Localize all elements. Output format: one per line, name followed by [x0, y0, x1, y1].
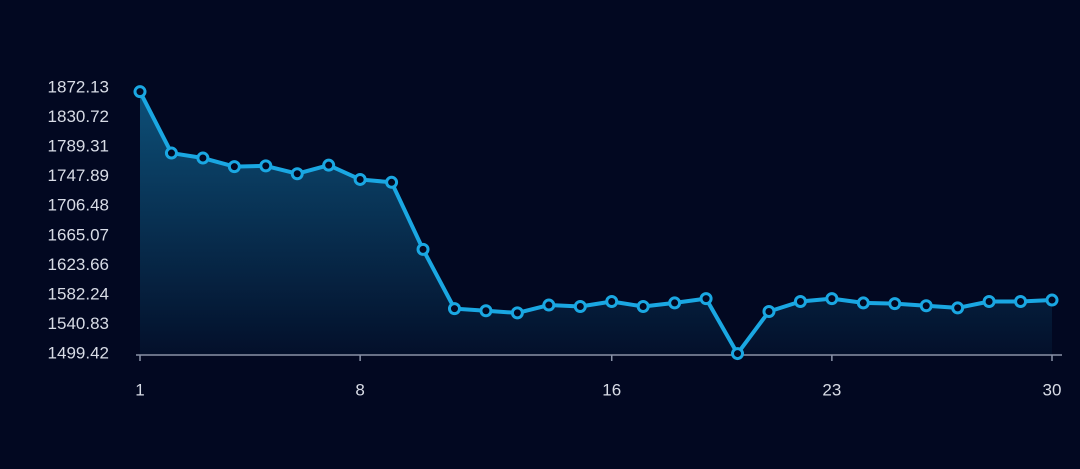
- point: [793, 294, 807, 308]
- point: [605, 294, 619, 308]
- point: [856, 296, 870, 310]
- point: [353, 172, 367, 186]
- point: [416, 242, 430, 256]
- point: [196, 151, 210, 165]
- point: [762, 304, 776, 318]
- point: [164, 146, 178, 160]
- point: [699, 292, 713, 306]
- point: [636, 299, 650, 313]
- x-tick-label: 16: [602, 380, 621, 399]
- y-tick-label: 1789.31: [48, 137, 109, 156]
- point: [542, 298, 556, 312]
- x-tick-label: 8: [355, 380, 364, 399]
- point: [888, 297, 902, 311]
- point: [510, 306, 524, 320]
- point: [133, 85, 147, 99]
- point: [227, 160, 241, 174]
- y-tick-label: 1665.07: [48, 225, 109, 244]
- point: [322, 158, 336, 172]
- point: [982, 294, 996, 308]
- point: [1014, 294, 1028, 308]
- y-tick-label: 1747.89: [48, 166, 109, 185]
- y-tick-label: 1706.48: [48, 196, 109, 215]
- x-tick-label: 1: [135, 380, 144, 399]
- point: [447, 302, 461, 316]
- point: [731, 347, 745, 361]
- point: [951, 301, 965, 315]
- y-tick-label: 1499.42: [48, 343, 109, 362]
- x-tick-label: 30: [1043, 380, 1062, 399]
- y-tick-label: 1872.13: [48, 77, 109, 96]
- point: [1045, 293, 1059, 307]
- point: [479, 304, 493, 318]
- point: [259, 159, 273, 173]
- point: [573, 299, 587, 313]
- area: [140, 91, 1052, 354]
- point: [919, 299, 933, 313]
- y-tick-label: 1582.24: [48, 284, 109, 303]
- point: [825, 292, 839, 306]
- x-tick-label: 23: [822, 380, 841, 399]
- point: [290, 167, 304, 181]
- point: [668, 296, 682, 310]
- y-tick-label: 1830.72: [48, 107, 109, 126]
- y-tick-label: 1540.83: [48, 314, 109, 333]
- y-tick-label: 1623.66: [48, 255, 109, 274]
- point: [385, 175, 399, 189]
